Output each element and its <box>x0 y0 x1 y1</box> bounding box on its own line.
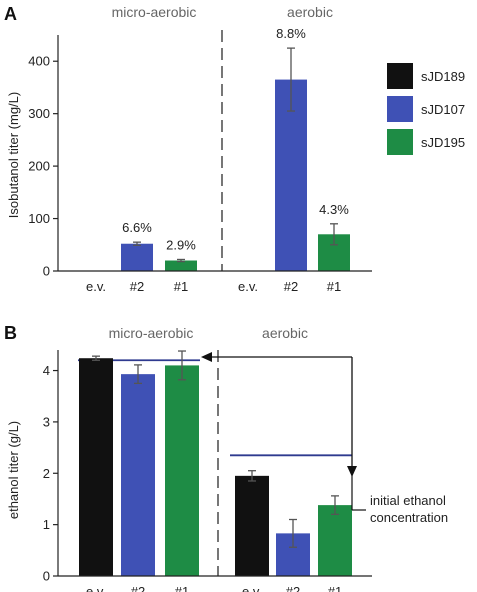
panel-b-y-axis-label: ethanol titer (g/L) <box>6 421 21 519</box>
panel-b-category-aerobic-1: #1 <box>328 584 342 592</box>
panel-b-condition-aerobic: aerobic <box>262 325 308 341</box>
panel-b-ytick-label-0: 0 <box>43 569 50 584</box>
panel-b-ytick-label-2: 2 <box>43 466 50 481</box>
panel-b-micro-aerobic-2-bar <box>121 374 155 576</box>
annotation-arrowhead-left <box>201 352 212 362</box>
panel-a-ytick-label-100: 100 <box>28 211 50 226</box>
panel-a-category-micro-aerobic-2: #2 <box>130 279 144 294</box>
panel-a-category-aerobic-1: #1 <box>327 279 341 294</box>
panel-b-ytick-label-3: 3 <box>43 414 50 429</box>
panel-b-category-aerobic-2: #2 <box>286 584 300 592</box>
panel-b-ytick-label-4: 4 <box>43 363 50 378</box>
panel-a-micro-aerobic-2-bar <box>121 243 153 271</box>
panel-b-category-micro-aerobic-e-v: e.v. <box>86 584 106 592</box>
panel-b-category-aerobic-e-v: e.v. <box>242 584 262 592</box>
panel-b-aerobic-1-bar <box>318 505 352 576</box>
panel-b-micro-aerobic-e-v-bar <box>79 358 113 576</box>
panel-b-letter: B <box>4 323 17 343</box>
panel-a-category-micro-aerobic-1: #1 <box>174 279 188 294</box>
panel-b-category-micro-aerobic-2: #2 <box>131 584 145 592</box>
panel-b-aerobic-e-v-bar <box>235 475 269 576</box>
legend-label-sjd195: sJD195 <box>421 135 465 150</box>
panel-a-micro-aerobic-2-data-label: 6.6% <box>122 220 152 235</box>
annotation-line-1: initial ethanol <box>370 493 446 508</box>
panel-a-category-aerobic-2: #2 <box>284 279 298 294</box>
legend: sJD189 sJD107 sJD195 <box>387 63 465 155</box>
panel-b: B micro-aerobic aerobic 0 1 2 3 4 e.v. #2 #1 e.… <box>4 323 448 592</box>
panel-a-ytick-label-0: 0 <box>43 264 50 279</box>
panel-b-micro-aerobic-1-bar <box>165 365 199 576</box>
panel-a-micro-aerobic-1-data-label: 2.9% <box>166 237 196 252</box>
legend-label-sjd189: sJD189 <box>421 69 465 84</box>
panel-b-ytick-label-1: 1 <box>43 517 50 532</box>
legend-swatch-sjd107 <box>387 96 413 122</box>
annotation-line-2: concentration <box>370 510 448 525</box>
panel-a-aerobic-1-data-label: 4.3% <box>319 202 349 217</box>
panel-a-ytick-label-200: 200 <box>28 159 50 174</box>
panel-a-y-axis-label: Isobutanol titer (mg/L) <box>6 92 21 218</box>
panel-b-category-micro-aerobic-1: #1 <box>175 584 189 592</box>
panel-a-ytick-label-400: 400 <box>28 54 50 69</box>
panel-a-letter: A <box>4 4 17 24</box>
legend-label-sjd107: sJD107 <box>421 102 465 117</box>
panel-a-category-micro-aerobic-e-v: e.v. <box>86 279 106 294</box>
panel-b-condition-micro-aerobic: micro-aerobic <box>109 325 194 341</box>
panel-a-micro-aerobic-1-bar <box>165 260 197 271</box>
panel-a-condition-micro-aerobic: micro-aerobic <box>112 4 197 20</box>
panel-a-condition-aerobic: aerobic <box>287 4 333 20</box>
initial-ethanol-annotation: initial ethanol concentration <box>201 352 448 525</box>
legend-swatch-sjd195 <box>387 129 413 155</box>
panel-a-aerobic-2-data-label: 8.8% <box>276 26 306 41</box>
panel-a: A micro-aerobic aerobic 0 100 200 300 400 6.… <box>4 4 372 294</box>
legend-swatch-sjd189 <box>387 63 413 89</box>
panel-a-category-aerobic-e-v: e.v. <box>238 279 258 294</box>
panel-a-ytick-label-300: 300 <box>28 106 50 121</box>
